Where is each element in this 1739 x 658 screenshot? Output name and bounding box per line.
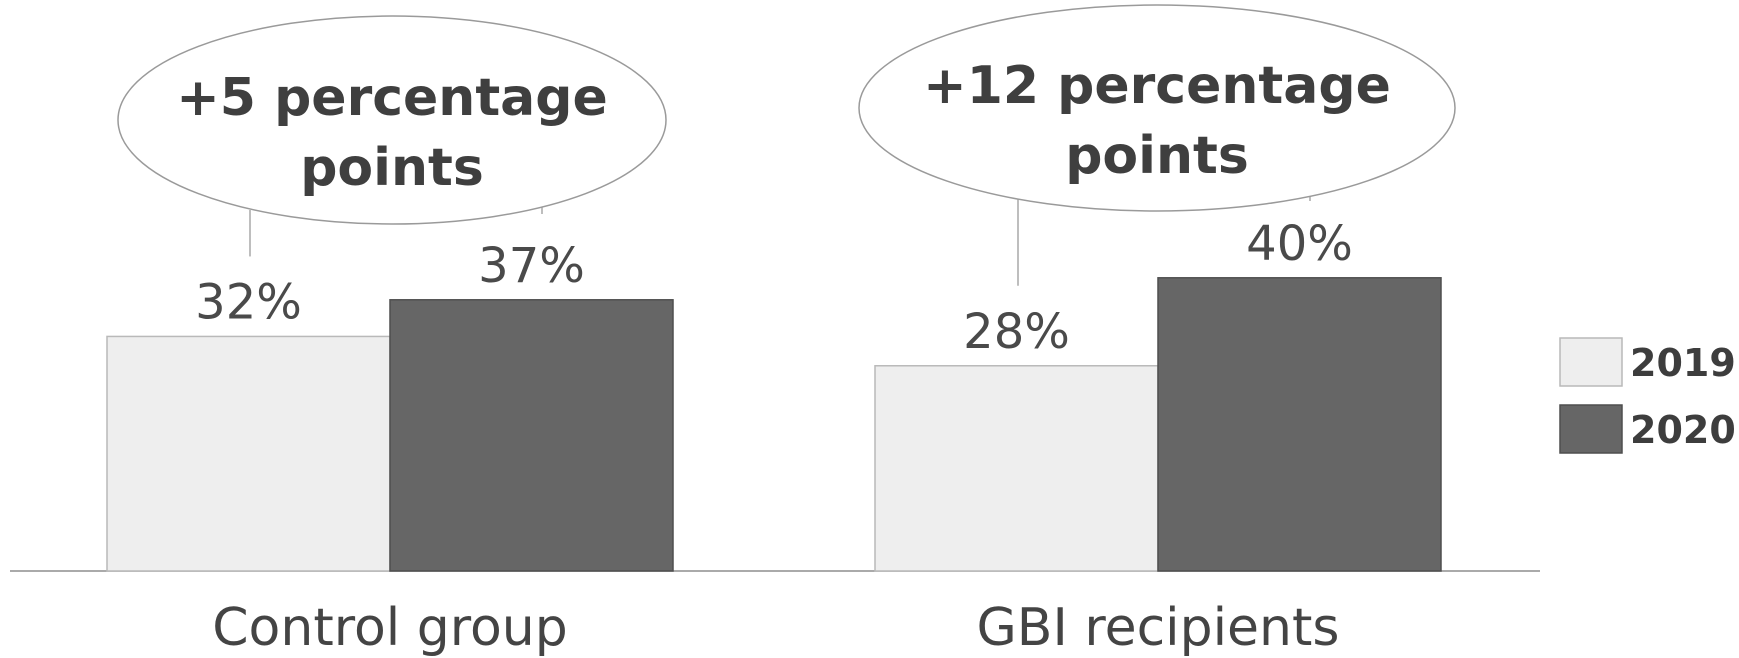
bar-2020-1 <box>1157 277 1442 572</box>
legend: 2019 2020 <box>1559 337 1736 454</box>
annotation-line2-0: points <box>300 138 484 198</box>
legend-swatch-2020 <box>1559 404 1623 454</box>
bar-2020-0 <box>389 299 674 572</box>
data-label-2019-1: 28% <box>963 304 1070 360</box>
bar-2019-1 <box>874 365 1159 572</box>
bar-group <box>106 277 1442 572</box>
annotation-line1-1: +12 percentage <box>923 56 1391 116</box>
annotation-bubble-1 <box>858 4 1456 212</box>
data-label-2019-0: 32% <box>195 274 302 330</box>
bar-2019-0 <box>106 335 391 572</box>
data-label-2020-1: 40% <box>1246 216 1353 272</box>
category-labels: Control group GBI recipients <box>212 598 1339 658</box>
category-label-1: GBI recipients <box>977 598 1340 658</box>
legend-swatch-2019 <box>1559 337 1623 387</box>
annotation-line1-0: +5 percentage <box>176 68 608 128</box>
legend-label-2020: 2020 <box>1630 408 1736 452</box>
annotation-bubble-0 <box>117 15 667 225</box>
category-label-0: Control group <box>212 598 568 658</box>
annotation-bubbles: +5 percentage points +12 percentage points <box>117 4 1456 225</box>
data-label-2020-0: 37% <box>478 238 585 294</box>
legend-label-2019: 2019 <box>1630 341 1736 385</box>
annotation-line2-1: points <box>1065 126 1249 186</box>
data-labels: 32% 37% 28% 40% <box>195 216 1353 360</box>
